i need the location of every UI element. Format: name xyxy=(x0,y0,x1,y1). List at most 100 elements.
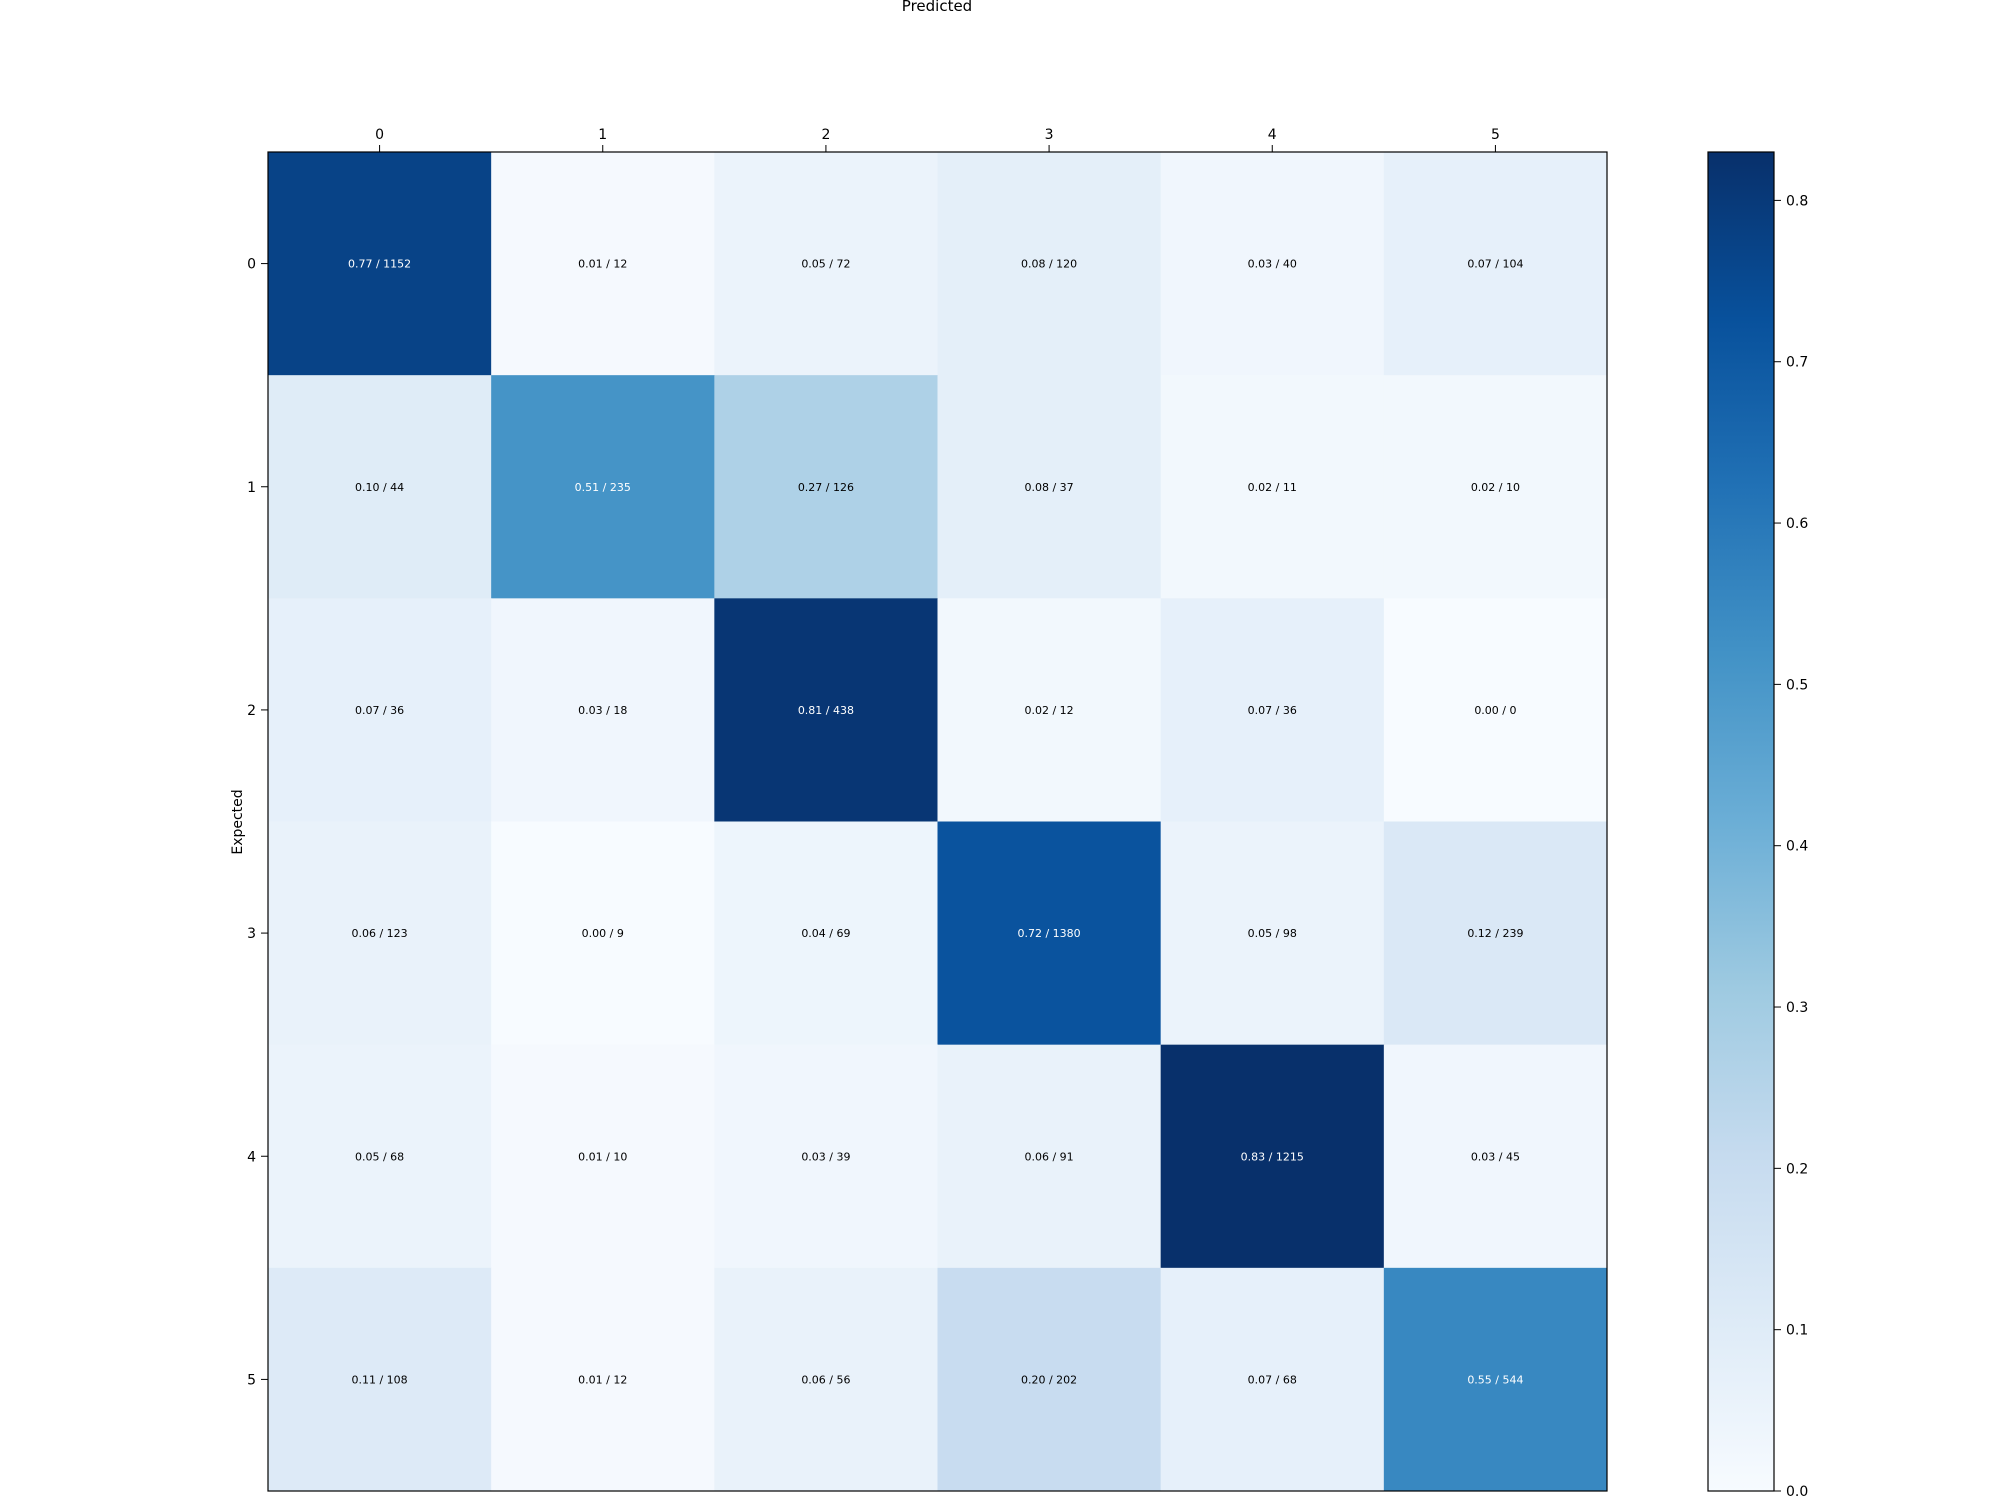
heatmap-cell xyxy=(937,1044,1162,1269)
cell-label: 0.06 / 56 xyxy=(801,1373,850,1386)
colorbar-tick-label: 0.4 xyxy=(1786,839,1808,855)
colorbar-ticks: 0.0 0.1 0.2 0.3 0.4 0.5 0.6 0.7 0.8 xyxy=(1774,193,1808,1500)
x-axis-label: Predicted xyxy=(902,0,972,15)
heatmap-cells xyxy=(268,152,1608,1492)
cell-label: 0.51 / 235 xyxy=(575,481,631,494)
heatmap-cell-labels: 0.77 / 1152 0.01 / 12 0.05 / 72 0.08 / 120 0… xyxy=(348,258,1524,1387)
heatmap-cell xyxy=(937,1267,1162,1492)
heatmap-cell xyxy=(937,152,1162,376)
heatmap-cell xyxy=(1160,375,1385,599)
heatmap-cell xyxy=(1160,1044,1385,1269)
cell-label: 0.03 / 18 xyxy=(578,704,627,717)
heatmap-cell xyxy=(1160,821,1385,1046)
cell-label: 0.77 / 1152 xyxy=(348,258,411,271)
heatmap-cell xyxy=(491,375,715,599)
cell-label: 0.20 / 202 xyxy=(1021,1373,1077,1386)
heatmap-cell xyxy=(714,152,938,376)
cell-label: 0.07 / 36 xyxy=(355,704,404,717)
x-tick-label: 2 xyxy=(821,127,830,143)
y-tick-label: 0 xyxy=(247,257,256,273)
heatmap-cell xyxy=(268,598,492,822)
cell-label: 0.03 / 40 xyxy=(1248,258,1297,271)
y-tick-label: 1 xyxy=(247,480,256,496)
cell-label: 0.83 / 1215 xyxy=(1241,1150,1304,1163)
heatmap-cell xyxy=(1383,598,1608,822)
cell-label: 0.10 / 44 xyxy=(355,481,404,494)
cell-label: 0.55 / 544 xyxy=(1467,1373,1523,1386)
cell-label: 0.00 / 0 xyxy=(1474,704,1516,717)
y-tick-label: 3 xyxy=(247,926,256,942)
cell-label: 0.08 / 120 xyxy=(1021,258,1077,271)
x-tick-label: 4 xyxy=(1268,127,1277,143)
cell-label: 0.11 / 108 xyxy=(351,1373,407,1386)
colorbar-tick-label: 0.0 xyxy=(1786,1484,1808,1500)
cell-label: 0.06 / 123 xyxy=(351,927,407,940)
x-axis-ticks: 0 1 2 3 4 5 xyxy=(375,127,1500,152)
cell-label: 0.72 / 1380 xyxy=(1017,927,1080,940)
cell-label: 0.27 / 126 xyxy=(798,481,854,494)
colorbar-tick-label: 0.6 xyxy=(1786,516,1808,532)
colorbar-tick-label: 0.5 xyxy=(1786,677,1808,693)
x-tick-label: 1 xyxy=(598,127,607,143)
heatmap-cell xyxy=(268,1267,492,1492)
colorbar-tick-label: 0.3 xyxy=(1786,1000,1808,1016)
heatmap-cell xyxy=(491,821,715,1046)
y-tick-label: 5 xyxy=(247,1372,256,1388)
heatmap-cell xyxy=(1383,1044,1608,1269)
heatmap-cell xyxy=(714,1044,938,1269)
cell-label: 0.02 / 12 xyxy=(1024,704,1073,717)
colorbar-tick-label: 0.1 xyxy=(1786,1323,1808,1339)
heatmap-cell xyxy=(714,821,938,1046)
plot-frame xyxy=(267,151,1608,1492)
heatmap-cell xyxy=(268,821,492,1046)
cell-label: 0.12 / 239 xyxy=(1467,927,1523,940)
cell-label: 0.04 / 69 xyxy=(801,927,850,940)
colorbar-tick-label: 0.7 xyxy=(1786,355,1808,371)
y-axis-label: Expected xyxy=(230,789,246,854)
cell-label: 0.03 / 39 xyxy=(801,1150,850,1163)
cell-label: 0.05 / 68 xyxy=(355,1150,404,1163)
heatmap-cell xyxy=(937,375,1162,599)
x-tick-label: 5 xyxy=(1491,127,1500,143)
cell-label: 0.02 / 11 xyxy=(1248,481,1297,494)
x-tick-label: 0 xyxy=(375,127,384,143)
heatmap-cell xyxy=(491,152,715,376)
cell-label: 0.06 / 91 xyxy=(1024,1150,1073,1163)
heatmap-cell xyxy=(268,152,492,376)
heatmap-cell xyxy=(491,1044,715,1269)
heatmap-cell xyxy=(268,375,492,599)
cell-label: 0.01 / 12 xyxy=(578,1373,627,1386)
cell-label: 0.03 / 45 xyxy=(1471,1150,1520,1163)
heatmap-cell xyxy=(1383,152,1608,376)
heatmap-cell xyxy=(937,598,1162,822)
heatmap-cell xyxy=(1160,152,1385,376)
cell-label: 0.02 / 10 xyxy=(1471,481,1520,494)
heatmap-cell xyxy=(268,1044,492,1269)
cell-label: 0.08 / 37 xyxy=(1024,481,1073,494)
cell-label: 0.07 / 104 xyxy=(1467,258,1523,271)
cell-label: 0.00 / 9 xyxy=(582,927,624,940)
heatmap-cell xyxy=(714,598,938,822)
y-tick-label: 4 xyxy=(247,1149,256,1165)
cell-label: 0.01 / 12 xyxy=(578,258,627,271)
x-tick-label: 3 xyxy=(1045,127,1054,143)
colorbar xyxy=(1707,151,1775,1492)
cell-label: 0.81 / 438 xyxy=(798,704,854,717)
heatmap-cell xyxy=(491,1267,715,1492)
heatmap-cell xyxy=(937,821,1162,1046)
colorbar-tick-label: 0.8 xyxy=(1786,193,1808,209)
heatmap-cell xyxy=(1160,598,1385,822)
heatmap-cell xyxy=(714,1267,938,1492)
heatmap-cell xyxy=(1383,821,1608,1046)
cell-label: 0.07 / 68 xyxy=(1248,1373,1297,1386)
heatmap-cell xyxy=(1383,1267,1608,1492)
heatmap-cell xyxy=(1160,1267,1385,1492)
heatmap-cell xyxy=(714,375,938,599)
y-tick-label: 2 xyxy=(247,703,256,719)
cell-label: 0.05 / 72 xyxy=(801,258,850,271)
cell-label: 0.07 / 36 xyxy=(1248,704,1297,717)
colorbar-tick-label: 0.2 xyxy=(1786,1161,1808,1177)
heatmap-cell xyxy=(491,598,715,822)
heatmap-cell xyxy=(1383,375,1608,599)
